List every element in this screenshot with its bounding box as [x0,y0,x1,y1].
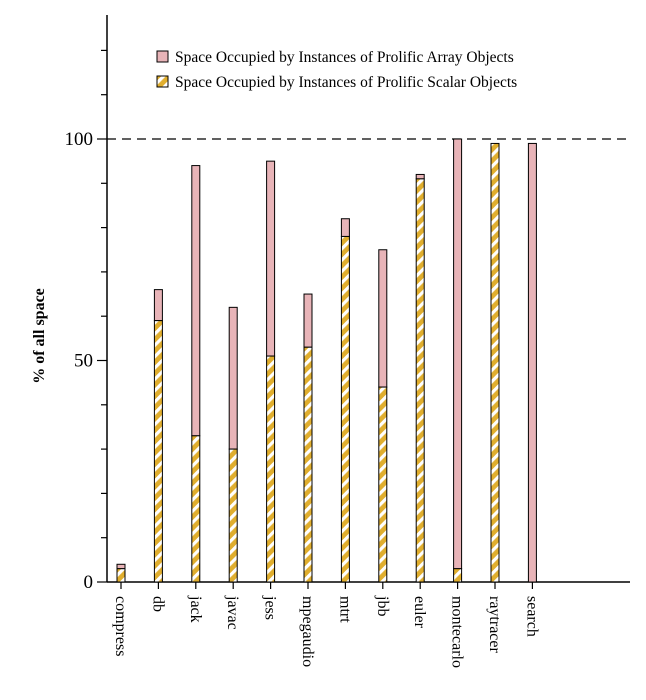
bar-array-euler [415,173,425,180]
bars [116,138,537,583]
bar-scalar-raytracer [490,142,500,583]
category-label: mtrt [336,596,353,623]
y-ticks: 0 50 100 [65,49,107,593]
bar-array-db [153,289,163,322]
axes [106,15,630,583]
bar-array-jack [191,165,201,437]
y-tick-label: 100 [65,129,94,150]
legend-swatch-scalar [156,75,169,88]
bar-array-javac [228,306,238,450]
category-label: jack [187,595,204,623]
bar-array-search [527,142,537,583]
bar-array-jess [266,160,276,357]
y-tick-label: 0 [84,572,94,593]
bar-scalar-mpegaudio [303,346,313,583]
legend-label-array: Space Occupied by Instances of Prolific … [175,49,514,66]
bar-array-mtrt [340,218,350,237]
y-tick-label: 50 [74,351,93,372]
legend-label-scalar: Space Occupied by Instances of Prolific … [175,74,517,91]
bar-array-jbb [378,249,388,388]
category-label: montecarlo [449,596,466,668]
bar-scalar-euler [415,178,425,583]
category-label: compress [112,596,129,656]
bar-scalar-db [153,320,163,583]
bar-scalar-mtrt [340,235,350,583]
category-label: euler [411,596,428,629]
bar-scalar-jess [266,355,276,583]
category-label: jbb [374,595,391,616]
category-label: jess [262,595,279,620]
category-label: mpegaudio [299,596,316,667]
legend: Space Occupied by Instances of Prolific … [156,49,517,91]
bar-scalar-jbb [378,386,388,583]
bar-scalar-compress [116,568,126,583]
bar-scalar-montecarlo [453,568,463,583]
bar-array-montecarlo [453,138,463,570]
bar-array-compress [116,563,126,570]
category-label: raytracer [486,596,503,654]
bar-array-mpegaudio [303,293,313,348]
category-label: javac [224,595,241,630]
category-labels: compress db jack javac jess mpegaudio mtrt jbb e… [112,582,540,668]
category-label: search [523,596,540,637]
y-axis-label: % of all space [31,288,48,384]
bar-scalar-javac [228,448,238,583]
legend-swatch-array [156,50,169,63]
category-label: db [149,596,166,612]
bar-scalar-jack [191,435,201,583]
